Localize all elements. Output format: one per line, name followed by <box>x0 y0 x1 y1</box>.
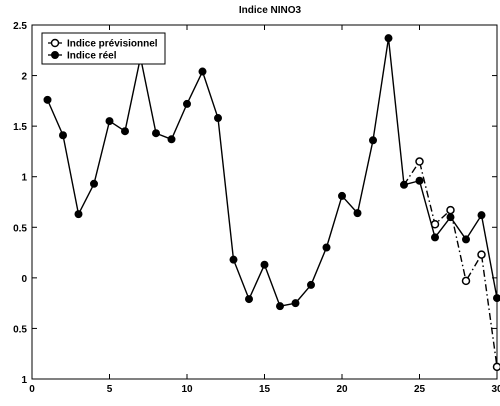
data-point-reel <box>105 117 114 126</box>
data-point-reel <box>477 211 486 220</box>
y-tick-label: 2.5 <box>13 21 27 32</box>
data-point-previsionnel <box>461 276 471 286</box>
x-tick-label: 5 <box>107 384 113 395</box>
data-point-reel <box>493 294 500 303</box>
y-tick-label: 0 <box>21 274 27 285</box>
data-point-previsionnel <box>446 205 455 215</box>
x-tick-label: 20 <box>336 384 348 395</box>
data-point-previsionnel <box>492 362 500 372</box>
legend-box <box>41 32 166 65</box>
data-point-reel <box>307 280 315 289</box>
data-point-reel <box>74 210 83 219</box>
data-point-reel <box>446 213 455 222</box>
data-point-reel <box>229 255 238 264</box>
data-point-reel <box>59 131 67 140</box>
data-point-reel <box>400 180 408 189</box>
legend-marker-previsionnel <box>50 38 60 48</box>
data-point-reel <box>121 127 129 136</box>
x-tick-label: 15 <box>259 384 271 395</box>
y-tick-label: 2 <box>21 72 27 83</box>
data-point-reel <box>198 67 207 76</box>
data-point-previsionnel <box>477 250 486 259</box>
legend: Indice prévisionnel Indice réel <box>41 32 166 65</box>
x-tick-label: 30 <box>491 384 500 395</box>
data-point-reel <box>369 136 377 145</box>
data-point-reel <box>43 95 52 104</box>
data-point-reel <box>245 295 253 304</box>
data-point-reel <box>338 191 346 200</box>
data-point-reel <box>167 135 176 144</box>
data-point-previsionnel <box>415 157 424 166</box>
x-tick-label: 25 <box>414 384 426 395</box>
plot-frame <box>31 24 498 380</box>
data-point-reel <box>322 243 331 252</box>
x-tick-label: 10 <box>181 384 193 395</box>
y-tick-label: 1 <box>21 375 27 386</box>
legend-marker-reel <box>51 51 59 59</box>
x-tick-label: 0 <box>29 384 35 395</box>
series-layer <box>43 34 500 372</box>
legend-label-reel: Indice réel <box>67 51 117 62</box>
data-point-reel <box>462 235 470 244</box>
y-tick-label: 1 <box>21 173 27 184</box>
data-point-reel <box>276 302 284 311</box>
data-point-reel <box>291 299 300 308</box>
legend-label-previsionnel: Indice prévisionnel <box>67 39 158 50</box>
axis-ticks: 0 5 10 15 20 25 30 2.5 2 1.5 1 0.5 0 0.5 1 <box>13 21 500 395</box>
data-point-reel <box>415 176 424 185</box>
data-point-reel <box>152 129 160 138</box>
y-tick-label: 0.5 <box>13 223 27 234</box>
data-point-reel <box>183 99 191 108</box>
chart-title: Indice NINO3 <box>239 5 302 16</box>
series-line-reel <box>46 37 498 307</box>
data-point-reel <box>431 233 439 242</box>
data-point-reel <box>353 209 362 218</box>
data-point-reel <box>90 179 98 188</box>
y-tick-label: 1.5 <box>13 122 27 133</box>
data-point-reel <box>384 34 393 43</box>
data-point-reel <box>260 260 269 269</box>
data-point-reel <box>214 114 222 123</box>
series-line-previsionnel <box>403 160 498 367</box>
y-tick-label: 0.5 <box>13 324 27 335</box>
